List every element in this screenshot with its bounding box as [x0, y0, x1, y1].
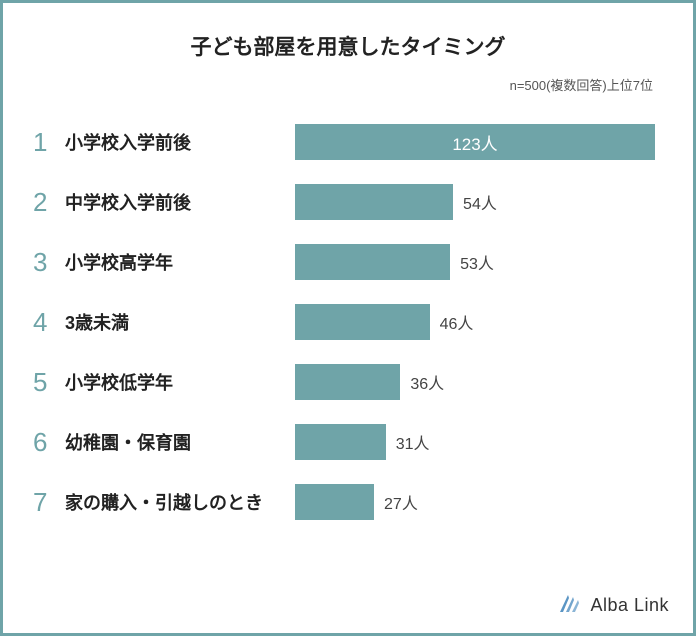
bar-area: 27人 — [295, 484, 663, 520]
chart-row: 6幼稚園・保育園 31人 — [33, 412, 663, 472]
bar — [295, 484, 374, 520]
bar-value-label: 31人 — [386, 424, 430, 460]
bar-area: 54人 — [295, 184, 663, 220]
bar-area: 46人 — [295, 304, 663, 340]
category-label: 幼稚園・保育園 — [65, 429, 295, 455]
category-label: 小学校高学年 — [65, 249, 295, 275]
chart-row: 7家の購入・引越しのとき 27人 — [33, 472, 663, 532]
chart-row: 5小学校低学年 36人 — [33, 352, 663, 412]
chart-row: 43歳未満 46人 — [33, 292, 663, 352]
bar — [295, 244, 450, 280]
bar — [295, 184, 453, 220]
bar — [295, 304, 430, 340]
chart-row: 1小学校入学前後123人 — [33, 112, 663, 172]
bar-area: 53人 — [295, 244, 663, 280]
bar-value-label: 36人 — [400, 364, 444, 400]
category-label: 3歳未満 — [65, 309, 295, 335]
bar-area: 36人 — [295, 364, 663, 400]
category-label: 中学校入学前後 — [65, 189, 295, 215]
bar-value-label: 53人 — [450, 244, 494, 280]
bar — [295, 364, 400, 400]
chart-subnote: n=500(複数回答)上位7位 — [33, 75, 663, 94]
rank-number: 2 — [33, 187, 65, 218]
brand-logo: Alba Link — [556, 592, 669, 619]
bar — [295, 424, 386, 460]
bar-value-label: 27人 — [374, 484, 418, 520]
category-label: 小学校入学前後 — [65, 129, 295, 155]
bar-value-label: 46人 — [430, 304, 474, 340]
chart-rows: 1小学校入学前後123人 2中学校入学前後 54人 3小学校高学年 53人 43歳未満 46… — [33, 112, 663, 532]
chart-row: 3小学校高学年 53人 — [33, 232, 663, 292]
rank-number: 5 — [33, 367, 65, 398]
logo-text: Alba Link — [590, 595, 669, 616]
category-label: 小学校低学年 — [65, 369, 295, 395]
rank-number: 7 — [33, 487, 65, 518]
logo-mark-icon — [556, 592, 582, 619]
chart-row: 2中学校入学前後 54人 — [33, 172, 663, 232]
rank-number: 3 — [33, 247, 65, 278]
chart-title: 子ども部屋を用意したタイミング — [33, 31, 663, 61]
category-label: 家の購入・引越しのとき — [65, 489, 295, 515]
bar-value-label: 54人 — [453, 184, 497, 220]
rank-number: 1 — [33, 127, 65, 158]
chart-frame: 子ども部屋を用意したタイミング n=500(複数回答)上位7位 1小学校入学前後… — [0, 0, 696, 636]
rank-number: 6 — [33, 427, 65, 458]
rank-number: 4 — [33, 307, 65, 338]
bar-area: 123人 — [295, 124, 663, 160]
bar-value-label: 123人 — [295, 124, 655, 160]
bar-area: 31人 — [295, 424, 663, 460]
